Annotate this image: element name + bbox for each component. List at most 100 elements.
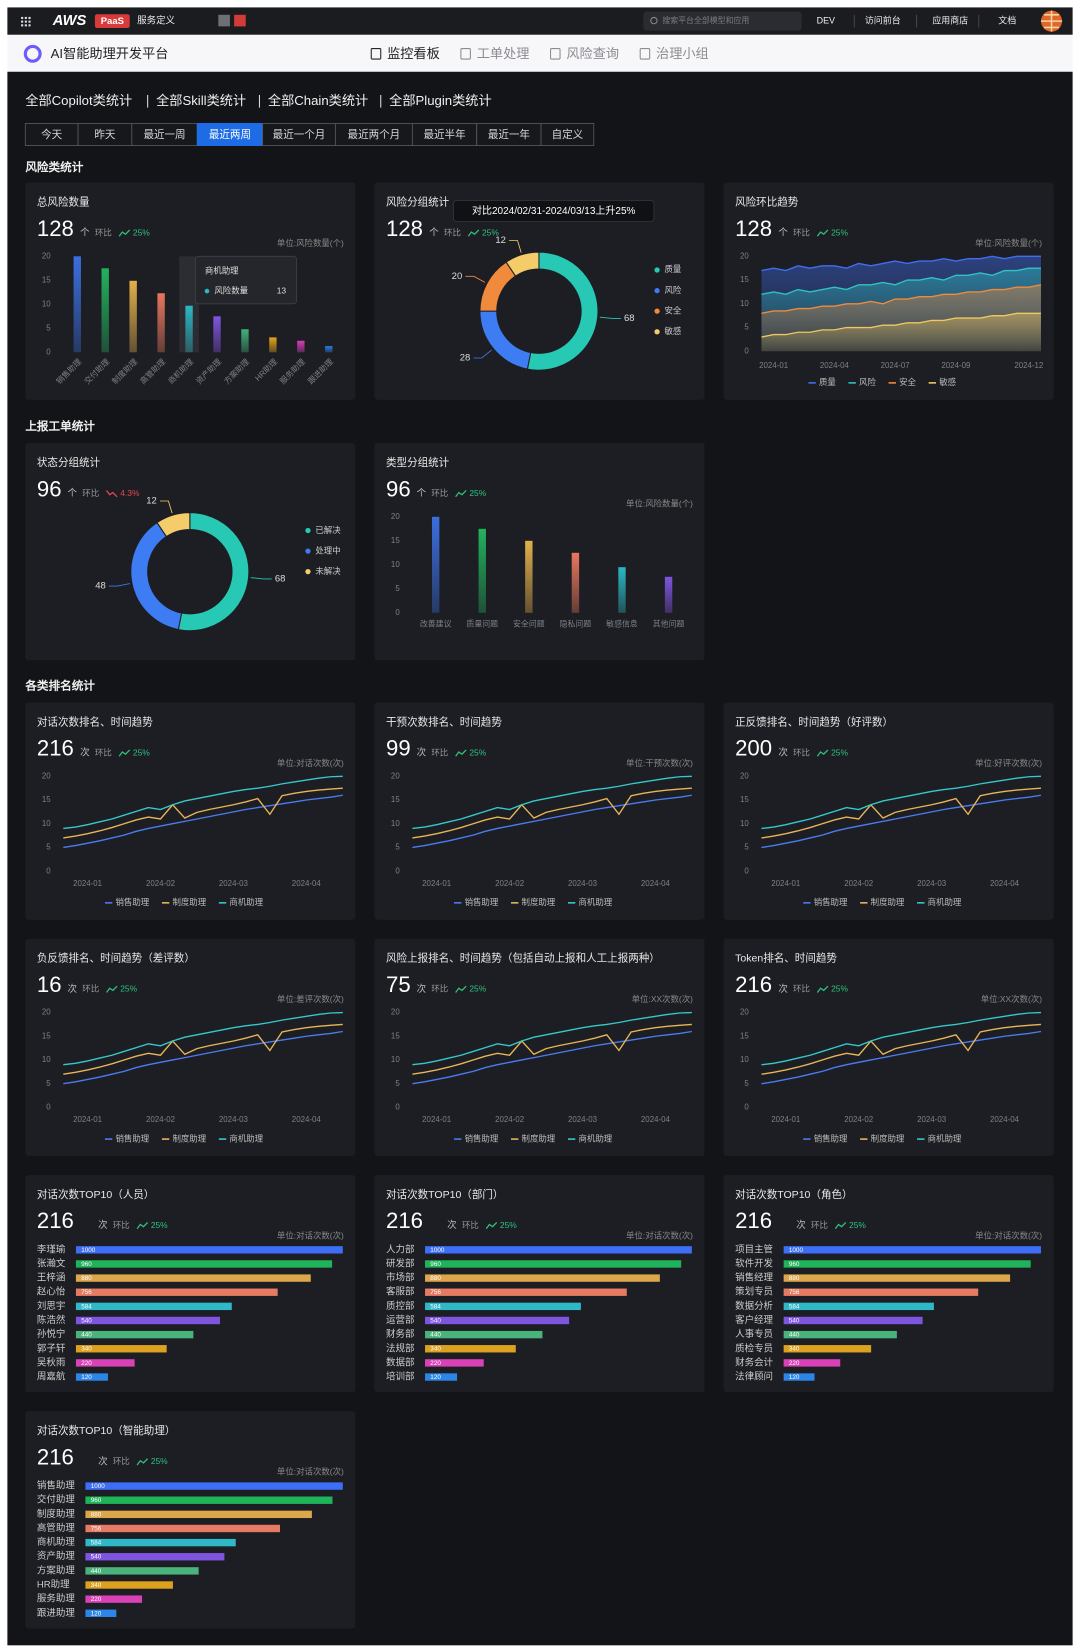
row-label: 研发部 xyxy=(386,1257,414,1269)
logo xyxy=(23,44,42,63)
row-label: 客户经理 xyxy=(735,1314,773,1326)
row-label: 王梓涵 xyxy=(37,1272,65,1284)
bar xyxy=(664,576,673,613)
row-label: 质控部 xyxy=(386,1300,414,1312)
bar-value: 440 xyxy=(91,1568,102,1575)
x-tick-label: 2024-02 xyxy=(495,879,524,888)
tooltip xyxy=(453,199,655,222)
bar-value: 880 xyxy=(430,1275,441,1282)
top-link[interactable]: DEV xyxy=(817,15,835,25)
top-link[interactable]: 文档 xyxy=(998,14,1016,25)
panel: 对话次数TOP10（智能助理） 216 次环比 25% 单位:对话次数(次) 销售助理 10… xyxy=(25,1411,356,1629)
x-tick-label: 隐私问题 xyxy=(560,618,592,628)
bar-value: 1000 xyxy=(430,1247,445,1254)
nav-icon xyxy=(370,48,382,60)
search-icon xyxy=(650,16,658,25)
x-tick-label: 2024-09 xyxy=(941,361,971,370)
compare-label: 环比 xyxy=(431,747,448,757)
bar xyxy=(783,1345,872,1353)
unit-label: 单位:干预次数(次) xyxy=(626,758,693,768)
legend-dot xyxy=(654,308,660,314)
apps-icon xyxy=(21,24,24,27)
stat-tab[interactable]: 全部Chain类统计 xyxy=(268,92,368,108)
y-tick-label: 10 xyxy=(740,1055,749,1064)
bar-value: 220 xyxy=(430,1360,441,1367)
panel-title: 对话次数TOP10（智能助理） xyxy=(37,1424,175,1437)
bar xyxy=(75,1302,232,1311)
series-line xyxy=(63,1023,343,1075)
bar xyxy=(73,256,81,353)
nav-tab[interactable]: 风险查询 xyxy=(566,46,619,61)
bar-value: 440 xyxy=(81,1332,92,1339)
bar xyxy=(75,1274,311,1282)
search-box[interactable] xyxy=(643,11,802,31)
bar-value: 340 xyxy=(81,1346,92,1353)
bar-value: 960 xyxy=(789,1261,800,1268)
y-tick-label: 20 xyxy=(740,771,749,780)
nav-tab[interactable]: 工单处理 xyxy=(477,46,530,61)
tag-square xyxy=(234,14,246,27)
legend-dot xyxy=(305,548,311,554)
legend-label: 销售助理 xyxy=(814,897,848,907)
bar-value: 220 xyxy=(789,1360,800,1367)
row-label: HR助理 xyxy=(37,1579,70,1591)
y-tick-label: 15 xyxy=(42,795,51,804)
segment-label: 20 xyxy=(452,271,463,282)
compare-label: 环比 xyxy=(113,1220,130,1230)
nav-bar xyxy=(7,34,1073,72)
bar xyxy=(618,567,626,613)
panel: 状态分组统计 96 个环比 4.3% 68 48 12 已解决处理中未解决 xyxy=(25,442,356,661)
change-value: 4.3% xyxy=(120,488,140,498)
row-label: 陈浩然 xyxy=(37,1314,66,1326)
compare-label: 环比 xyxy=(431,488,448,498)
y-tick-label: 0 xyxy=(744,866,749,875)
range-label: 最近两个月 xyxy=(348,128,401,141)
panel-unit: 个 xyxy=(417,488,427,499)
bar xyxy=(783,1260,1031,1268)
section-title: 各类排名统计 xyxy=(24,679,95,693)
unit-label: 单位:对话次数(次) xyxy=(277,1467,344,1477)
top-bar xyxy=(7,7,1073,35)
x-tick-label: 2024-02 xyxy=(495,1115,524,1124)
unit-label: 单位:好评次数(次) xyxy=(975,758,1042,768)
range-button[interactable] xyxy=(540,122,595,146)
legend-label: 质量 xyxy=(819,377,836,387)
panel-total: 96 xyxy=(386,476,411,501)
top-link[interactable]: 应用商店 xyxy=(932,14,968,25)
nav-tab[interactable]: 治理小组 xyxy=(656,46,709,61)
panel-title: 对话次数TOP10（部门） xyxy=(386,1188,503,1201)
panel-title: 风险分组统计 xyxy=(386,195,450,208)
panel-unit: 次 xyxy=(98,1219,108,1231)
y-tick-label: 0 xyxy=(395,1103,400,1112)
bar xyxy=(85,1609,117,1617)
x-tick-label: 2024-03 xyxy=(219,879,249,888)
panel: Token排名、时间趋势216 次环比 25%单位:XX次数(次)051015202… xyxy=(723,938,1054,1156)
row-label: 数据分析 xyxy=(735,1300,773,1312)
legend-label: 销售助理 xyxy=(465,1133,499,1143)
stat-tab[interactable]: 全部Copilot类统计 xyxy=(25,92,132,108)
unit-label: 单位:对话次数(次) xyxy=(626,1230,693,1240)
top-link[interactable]: 访问前台 xyxy=(865,14,901,25)
x-tick-label: 2024-01 xyxy=(759,361,789,370)
panel-total: 216 xyxy=(735,1208,772,1233)
nav-tab[interactable]: 监控看板 xyxy=(387,46,440,61)
bar xyxy=(425,1302,581,1311)
trend-icon xyxy=(467,229,480,237)
row-label: 方案助理 xyxy=(37,1564,75,1576)
y-tick-label: 20 xyxy=(42,1008,51,1017)
stat-tab[interactable]: 全部Skill类统计 xyxy=(156,92,246,108)
trend-icon xyxy=(118,749,131,757)
bar xyxy=(213,316,221,353)
legend-label: 风险 xyxy=(859,377,876,387)
tooltip-dot xyxy=(204,288,210,294)
stat-tab[interactable]: 全部Plugin类统计 xyxy=(389,92,491,108)
section-title: 上报工单统计 xyxy=(25,419,95,433)
row-label: 财务部 xyxy=(386,1328,414,1340)
panel-unit: 次 xyxy=(778,747,788,759)
y-tick-label: 0 xyxy=(744,1103,749,1112)
y-tick-label: 0 xyxy=(46,347,51,356)
bar-value: 1000 xyxy=(789,1247,804,1254)
bar-value: 120 xyxy=(81,1374,92,1381)
bar xyxy=(425,1373,458,1381)
